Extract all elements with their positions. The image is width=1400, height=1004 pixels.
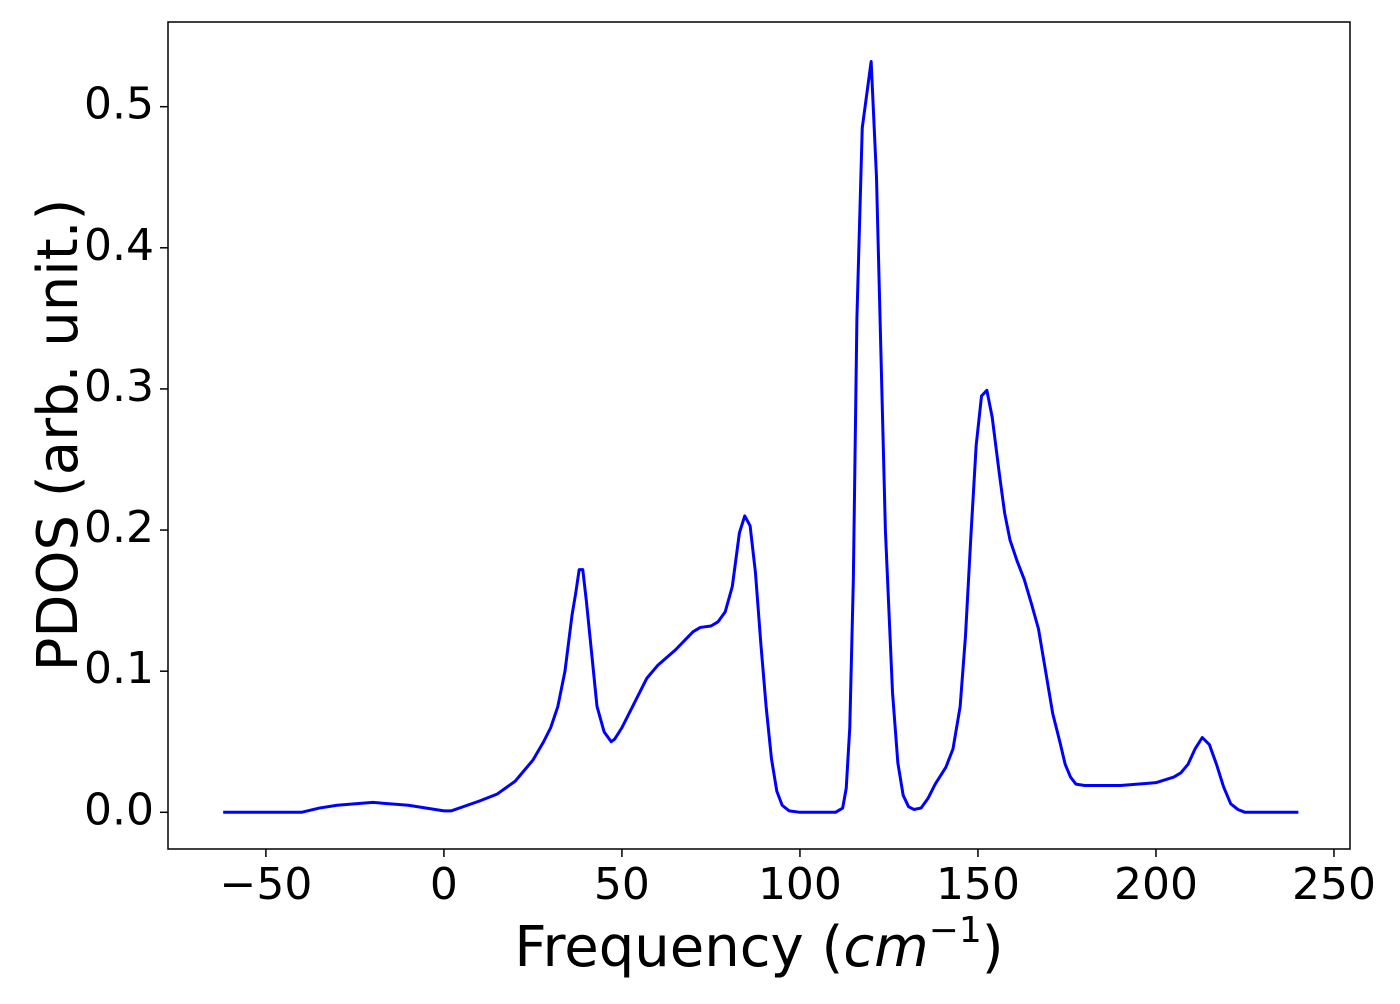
- x-tick-label: 0: [430, 859, 458, 910]
- plot-frame: [167, 21, 1351, 850]
- x-tick-label: 100: [758, 859, 842, 910]
- y-tick-label: 0.3: [84, 361, 154, 412]
- x-axis-label: Frequency (cm−1): [514, 910, 1003, 980]
- x-tick-label: −50: [219, 859, 312, 910]
- y-tick-label: 0.1: [84, 643, 154, 694]
- x-tick-label: 150: [936, 859, 1020, 910]
- y-tick-label: 0.5: [84, 79, 154, 130]
- y-tick-label: 0.4: [84, 220, 154, 271]
- x-tick-label: 250: [1292, 859, 1376, 910]
- y-tick-label: 0.2: [84, 502, 154, 553]
- line-series: [223, 60, 1299, 814]
- y-tick-label: 0.0: [84, 784, 154, 835]
- x-tick-label: 50: [594, 859, 650, 910]
- y-axis-label: PDOS (arb. unit.): [26, 199, 91, 672]
- x-tick-label: 200: [1114, 859, 1198, 910]
